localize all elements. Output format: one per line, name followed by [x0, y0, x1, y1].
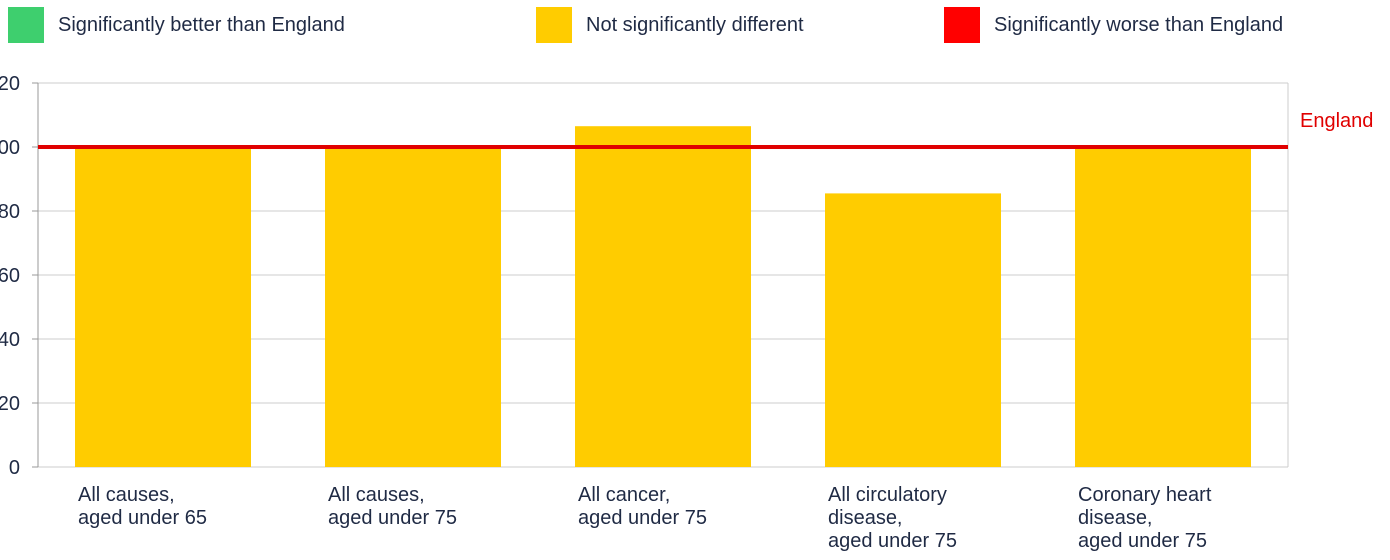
- chart-legend: Significantly better than England Not si…: [0, 0, 1390, 50]
- legend-label-worse: Significantly worse than England: [994, 13, 1284, 36]
- x-category-label: All circulatory disease, aged under 75: [828, 484, 957, 552]
- bar: [75, 147, 251, 467]
- legend-swatch-worse: [944, 7, 980, 43]
- y-tick-label: 0: [9, 457, 20, 479]
- x-category-label: Coronary heart disease, aged under 75: [1078, 484, 1212, 552]
- y-tick-label: 100: [0, 137, 20, 159]
- bar: [325, 147, 501, 467]
- x-category-label: All causes, aged under 65: [78, 484, 207, 529]
- y-tick-label: 20: [0, 393, 20, 415]
- y-tick-label: 40: [0, 329, 20, 351]
- legend-item-not-different: Not significantly different: [536, 7, 804, 43]
- legend-label-better: Significantly better than England: [58, 13, 345, 36]
- x-category-label: All causes, aged under 75: [328, 484, 457, 529]
- y-tick-label: 80: [0, 201, 20, 223]
- legend-item-better: Significantly better than England: [8, 7, 345, 43]
- bar: [1075, 147, 1251, 467]
- bar: [825, 193, 1001, 467]
- bar: [575, 126, 751, 467]
- legend-item-worse: Significantly worse than England: [944, 7, 1283, 43]
- y-tick-label: 120: [0, 73, 20, 95]
- legend-swatch-not-different: [536, 7, 572, 43]
- legend-label-not-different: Not significantly different: [586, 13, 804, 36]
- legend-swatch-better: [8, 7, 44, 43]
- england-reference-label: England: [1300, 110, 1373, 132]
- x-category-label: All cancer, aged under 75: [578, 484, 707, 529]
- y-tick-label: 60: [0, 265, 20, 287]
